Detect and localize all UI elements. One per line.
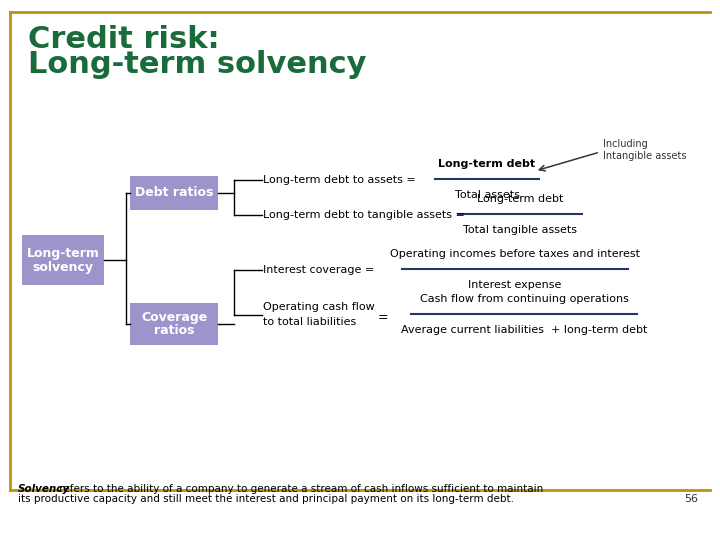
Text: Long-term debt: Long-term debt xyxy=(477,194,563,204)
Text: Total tangible assets: Total tangible assets xyxy=(463,225,577,235)
Text: Long-term debt: Long-term debt xyxy=(438,159,536,169)
Text: =: = xyxy=(378,312,389,325)
Bar xyxy=(22,235,104,285)
Text: Operating cash flow: Operating cash flow xyxy=(263,302,374,312)
Bar xyxy=(130,176,218,210)
Text: Cash flow from continuing operations: Cash flow from continuing operations xyxy=(420,294,629,304)
Text: Operating incomes before taxes and interest: Operating incomes before taxes and inter… xyxy=(390,249,640,259)
Text: Average current liabilities  + long-term debt: Average current liabilities + long-term … xyxy=(401,325,647,335)
Text: solvency: solvency xyxy=(32,260,94,273)
Text: Long-term: Long-term xyxy=(27,246,99,260)
Text: its productive capacity and still meet the interest and principal payment on its: its productive capacity and still meet t… xyxy=(18,494,514,504)
Text: Long-term debt to tangible assets =: Long-term debt to tangible assets = xyxy=(263,210,465,220)
Text: Long-term solvency: Long-term solvency xyxy=(28,50,366,79)
Text: ratios: ratios xyxy=(154,325,194,338)
Bar xyxy=(130,303,218,345)
Text: 56: 56 xyxy=(684,494,698,504)
Text: Credit risk:: Credit risk: xyxy=(28,25,220,54)
Text: Coverage: Coverage xyxy=(141,310,207,323)
Text: refers to the ability of a company to generate a stream of cash inflows sufficie: refers to the ability of a company to ge… xyxy=(56,484,544,494)
Text: Long-term debt to assets =: Long-term debt to assets = xyxy=(263,175,415,185)
Text: Solvency: Solvency xyxy=(18,484,70,494)
Text: Interest coverage =: Interest coverage = xyxy=(263,265,374,275)
Text: Including
Intangible assets: Including Intangible assets xyxy=(603,139,686,161)
Text: Interest expense: Interest expense xyxy=(468,280,562,290)
Text: to total liabilities: to total liabilities xyxy=(263,317,356,327)
Text: Debt ratios: Debt ratios xyxy=(135,186,213,199)
Text: Total assets: Total assets xyxy=(454,190,519,200)
